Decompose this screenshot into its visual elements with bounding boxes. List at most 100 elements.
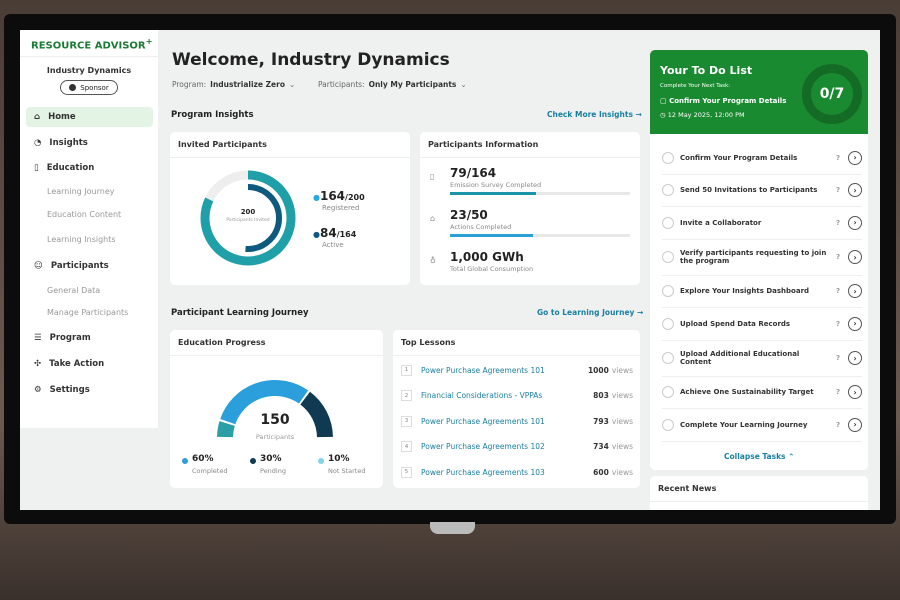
todo-checkbox[interactable] (662, 251, 674, 263)
help-icon[interactable]: ? (835, 153, 840, 162)
chevron-right-icon[interactable]: › (848, 183, 862, 198)
help-icon[interactable]: ? (835, 388, 840, 397)
sidebar-item-home[interactable]: ⌂ Home (26, 107, 153, 127)
views-label: views (611, 391, 633, 400)
registered-total: /200 (345, 193, 365, 202)
todo-checkbox[interactable] (662, 418, 674, 431)
lesson-row[interactable]: 2 Financial Considerations - VPPAs 803 view… (401, 383, 633, 409)
sidebar-sub-learning-insights[interactable]: Learning Insights (47, 235, 116, 244)
todo-item[interactable]: Send 50 Invitations to Participants? › (662, 175, 862, 207)
collapse-tasks-button[interactable]: Collapse Tasks ⌃ (724, 452, 794, 461)
views-label: views (611, 442, 633, 451)
sidebar-item-label: Insights (49, 138, 88, 148)
todo-item[interactable]: Upload Spend Data Records? › (662, 308, 862, 341)
lesson-views: 803 (593, 391, 609, 400)
todo-label: Achieve One Sustainability Target (680, 388, 814, 397)
invited-participants-card: Invited Participants 200 Participants In… (170, 132, 410, 285)
lesson-title[interactable]: Power Purchase Agreements 102 (421, 442, 545, 451)
sidebar-item-program[interactable]: ☰ Program (26, 328, 153, 348)
help-icon[interactable]: ? (835, 354, 840, 362)
program-filter[interactable]: Program: Industrialize Zero ⌄ (172, 80, 295, 89)
gauge-segment-completed (220, 380, 309, 425)
sidebar-item-settings[interactable]: ⚙ Settings (26, 380, 153, 400)
lesson-row[interactable]: 3 Power Purchase Agreements 101 793 views (401, 408, 633, 434)
check-more-insights-link[interactable]: Check More Insights → (547, 110, 642, 119)
next-task-title: Confirm Your Program Details (669, 97, 787, 105)
help-icon[interactable]: ? (835, 420, 840, 429)
arrow-right-icon: → (637, 308, 644, 317)
people-icon: ☺ (34, 261, 43, 271)
legend-label: Not Started (328, 467, 366, 475)
sidebar-sub-manage-participants[interactable]: Manage Participants (47, 308, 129, 317)
registered-arc (200, 170, 296, 266)
help-icon[interactable]: ? (835, 319, 840, 328)
participants-filter[interactable]: Participants: Only My Participants ⌄ (318, 80, 467, 89)
chevron-right-icon[interactable]: › (848, 351, 862, 365)
help-icon[interactable]: ? (835, 287, 840, 296)
chevron-right-icon[interactable]: › (848, 250, 862, 264)
todo-item[interactable]: Achieve One Sustainability Target? › (662, 377, 862, 409)
role-badge[interactable]: Sponsor (60, 80, 118, 95)
next-task[interactable]: ▢ Confirm Your Program Details (660, 97, 786, 105)
active-label: Active (322, 241, 344, 249)
todo-item[interactable]: Upload Additional Educational Content? › (662, 341, 862, 377)
lesson-row[interactable]: 4 Power Purchase Agreements 102 734 views (401, 434, 633, 460)
sidebar-item-education[interactable]: ▯ Education (26, 158, 153, 178)
sidebar-item-take-action[interactable]: ✣ Take Action (26, 354, 153, 374)
todo-item[interactable]: Explore Your Insights Dashboard? › (662, 276, 862, 308)
logo-mark: + (145, 36, 153, 46)
lesson-title[interactable]: Power Purchase Agreements 101 (421, 416, 545, 426)
todo-item[interactable]: Confirm Your Program Details? › (662, 142, 862, 175)
go-to-learning-journey-link[interactable]: Go to Learning Journey → (537, 308, 643, 317)
collapse-label: Collapse Tasks (724, 452, 786, 461)
lesson-title[interactable]: Financial Considerations - VPPAs (421, 391, 543, 400)
todo-checkbox[interactable] (662, 184, 674, 197)
screen: RESOURCE ADVISOR+ Industry Dynamics Spon… (20, 30, 880, 510)
help-icon[interactable]: ? (835, 253, 840, 261)
todo-item[interactable]: Complete Your Learning Journey? › (662, 409, 862, 442)
home-icon: ⌂ (430, 214, 436, 223)
todo-checkbox[interactable] (662, 216, 674, 229)
lesson-title[interactable]: Power Purchase Agreements 103 (421, 467, 545, 477)
education-gauge (217, 380, 333, 438)
todo-label: Upload Spend Data Records (680, 319, 791, 328)
legend-percent: 30% (260, 454, 282, 464)
lesson-title[interactable]: Power Purchase Agreements 101 (421, 365, 545, 375)
todo-checkbox[interactable] (662, 285, 674, 298)
program-label: Program: (172, 80, 207, 89)
chevron-right-icon[interactable]: › (848, 284, 862, 299)
todo-item[interactable]: Verify participants requesting to join t… (662, 240, 862, 276)
todo-checkbox[interactable] (662, 352, 674, 364)
sidebar-item-label: Settings (49, 385, 90, 395)
gauge-label: Participants (255, 433, 295, 441)
help-icon[interactable]: ? (835, 186, 840, 195)
help-icon[interactable]: ? (835, 218, 840, 227)
chevron-right-icon[interactable]: › (848, 417, 862, 432)
todo-item[interactable]: Invite a Collaborator? › (662, 207, 862, 240)
link-label: Go to Learning Journey (537, 308, 635, 317)
lesson-rank: 3 (401, 415, 412, 427)
info-label: Emission Survey Completed (450, 181, 542, 189)
participants-value: Only My Participants (368, 80, 457, 89)
sidebar-item-participants[interactable]: ☺ Participants (26, 256, 153, 276)
sidebar-sub-general-data[interactable]: General Data (47, 286, 101, 295)
lesson-row[interactable]: 1 Power Purchase Agreements 101 1000 views (401, 357, 633, 383)
chevron-right-icon[interactable]: › (848, 385, 862, 400)
book-icon: ▯ (34, 163, 39, 173)
recent-news-card: Recent News (650, 476, 868, 510)
todo-checkbox[interactable] (662, 151, 674, 164)
sidebar-sub-education-content[interactable]: Education Content (47, 210, 122, 219)
todo-checkbox[interactable] (662, 386, 674, 399)
chevron-right-icon[interactable]: › (848, 316, 862, 331)
sidebar-sub-learning-journey[interactable]: Learning Journey (47, 187, 115, 196)
sidebar-item-insights[interactable]: ◔ Insights (26, 133, 153, 153)
sidebar-item-label: Program (49, 333, 91, 343)
chevron-right-icon[interactable]: › (848, 150, 862, 165)
logo[interactable]: RESOURCE ADVISOR+ (31, 36, 153, 51)
lesson-views: 600 (593, 467, 609, 477)
section-title-program-insights: Program Insights (171, 110, 254, 120)
chevron-right-icon[interactable]: › (848, 215, 862, 230)
lesson-row[interactable]: 5 Power Purchase Agreements 103 600 views (401, 459, 633, 485)
legend-dot: ● (313, 193, 320, 202)
todo-checkbox[interactable] (662, 317, 674, 330)
